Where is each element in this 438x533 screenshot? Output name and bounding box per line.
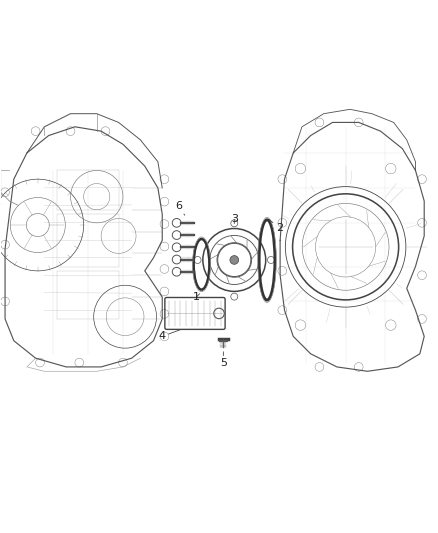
Text: 2: 2 — [269, 220, 283, 233]
Text: 4: 4 — [159, 329, 181, 341]
Text: 5: 5 — [220, 352, 227, 368]
Text: 3: 3 — [231, 214, 238, 224]
Text: 6: 6 — [175, 201, 185, 215]
Circle shape — [230, 256, 239, 264]
Text: 1: 1 — [193, 292, 200, 302]
